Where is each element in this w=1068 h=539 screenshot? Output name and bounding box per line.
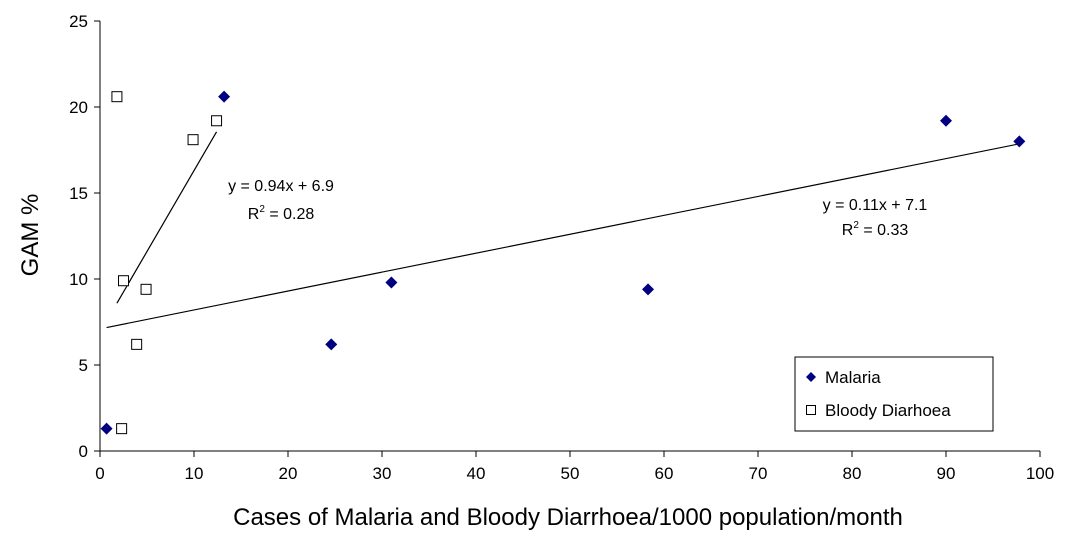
y-tick-label: 15 <box>69 184 88 203</box>
trendline-series-1 <box>116 131 218 304</box>
bloody-diarhoea-point <box>111 91 123 103</box>
y-tick-label: 25 <box>69 12 88 31</box>
legend: Malaria Bloody Diarhoea <box>794 356 994 432</box>
malaria-point <box>1013 135 1026 148</box>
bloody-diarhoea-point <box>118 275 129 287</box>
legend-label-bloody-diarhoea: Bloody Diarhoea <box>825 401 951 420</box>
x-tick-label: 0 <box>95 464 104 483</box>
bloody-diarhoea-point <box>140 283 152 295</box>
data-points <box>100 90 1026 435</box>
legend-diamond-icon <box>806 372 816 382</box>
x-tick-label: 40 <box>467 464 486 483</box>
y-tick-label: 20 <box>69 98 88 117</box>
x-tick-label: 20 <box>279 464 298 483</box>
y-tick-label: 0 <box>79 442 88 461</box>
r-squared-text: R2 = 0.33 <box>842 220 909 239</box>
legend-box <box>794 356 994 432</box>
x-tick-label: 10 <box>185 464 204 483</box>
trendlines <box>106 131 1020 329</box>
x-tick-label: 80 <box>843 464 862 483</box>
malaria-point <box>642 283 655 296</box>
equation-text: y = 0.11x + 7.1 <box>823 197 928 214</box>
malaria-point <box>218 90 231 103</box>
bloody-diarhoea-point <box>116 423 128 435</box>
x-tick-label: 60 <box>655 464 674 483</box>
malaria-point <box>100 422 113 435</box>
legend-label-malaria: Malaria <box>825 368 881 387</box>
x-tick-label: 50 <box>561 464 580 483</box>
y-tick-label: 5 <box>79 356 88 375</box>
x-tick-label: 100 <box>1026 464 1054 483</box>
x-tick-label: 90 <box>937 464 956 483</box>
y-tick-label: 10 <box>69 270 88 289</box>
x-tick-label: 30 <box>373 464 392 483</box>
equation-malaria: y = 0.11x + 7.1 R2 = 0.33 <box>823 197 928 239</box>
y-axis-title: GAM % <box>17 194 44 277</box>
x-axis-title: Cases of Malaria and Bloody Diarrhoea/10… <box>233 504 903 531</box>
axes: 0 5 10 15 20 25 0 10 20 30 40 50 60 70 80 90 100 <box>69 12 1054 483</box>
x-tick-label: 70 <box>749 464 768 483</box>
legend-open-square-icon <box>806 405 816 415</box>
equation-text: y = 0.94x + 6.9 <box>228 178 334 195</box>
malaria-point <box>325 338 338 351</box>
malaria-point <box>940 114 952 127</box>
bloody-diarhoea-point <box>211 115 223 127</box>
trendline-series-0 <box>106 143 1020 329</box>
bloody-diarhoea-point <box>187 134 199 146</box>
r-squared-text: R2 = 0.28 <box>248 204 315 223</box>
bloody-diarhoea-point <box>131 338 143 350</box>
equation-bloody-diarhoea: y = 0.94x + 6.9 R2 = 0.28 <box>228 178 334 223</box>
malaria-point <box>385 276 398 289</box>
